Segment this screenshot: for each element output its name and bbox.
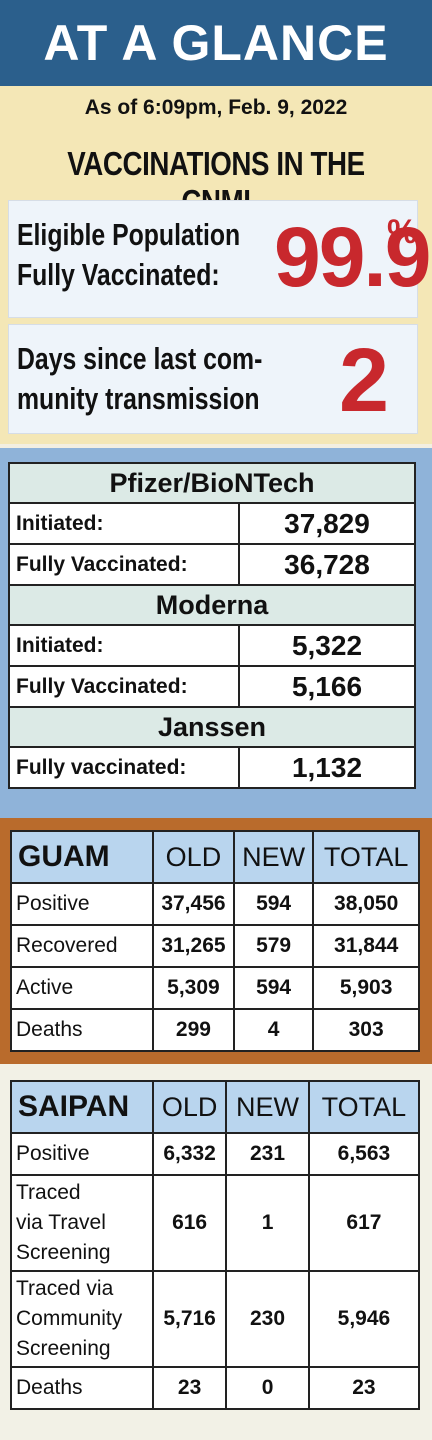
total-value: 23: [307, 1366, 421, 1410]
eligible-percent-value: 99.9: [274, 210, 431, 304]
row-label-line: Traced via: [16, 1277, 114, 1300]
days-label-line1: Days since last com-: [17, 341, 263, 376]
row-label-line: Screening: [16, 1241, 111, 1264]
row-value: 1,132: [238, 746, 416, 789]
vaccinations-title: VACCINATIONS IN THE CNMI: [67, 145, 365, 220]
column-header-total: TOTAL: [307, 1080, 421, 1134]
total-value: 6,563: [307, 1132, 421, 1176]
row-value: 5,322: [238, 624, 416, 667]
new-value: 579: [232, 924, 315, 968]
old-value: 23: [151, 1366, 228, 1410]
new-value: 0: [225, 1366, 310, 1410]
region-name: SAIPAN: [10, 1080, 154, 1134]
new-value: 231: [225, 1132, 310, 1176]
column-header-new: NEW: [232, 830, 315, 884]
table-row: Fully Vaccinated: 5,166: [8, 665, 416, 708]
manufacturer-name: Moderna: [8, 584, 416, 626]
eligible-fully-vaccinated-box: Eligible Population Fully Vaccinated: 99…: [8, 200, 431, 318]
page-header: AT A GLANCE: [0, 0, 432, 86]
row-label: Positive: [10, 882, 154, 926]
table-row: Initiated: 5,322: [8, 624, 416, 667]
days-value: 2: [339, 331, 390, 431]
table-header-row: SAIPAN OLD NEW TOTAL: [10, 1080, 421, 1134]
new-value: 4: [232, 1008, 315, 1052]
vaccine-table: Pfizer/BioNTech Initiated: 37,829 Fully …: [8, 462, 416, 789]
table-row: Fully vaccinated: 1,132: [8, 746, 416, 789]
manufacturer-name: Pfizer/BioNTech: [8, 462, 416, 504]
eligible-label-line1: Eligible Population: [17, 217, 241, 252]
row-label-line: Deaths: [16, 1376, 83, 1399]
row-label: Deaths: [10, 1008, 154, 1052]
new-value: 1: [225, 1174, 310, 1272]
manufacturer-name: Janssen: [8, 706, 416, 748]
row-label: Initiated:: [8, 624, 240, 667]
table-row: Deaths 23 0 23: [10, 1366, 421, 1410]
column-header-total: TOTAL: [312, 830, 420, 884]
old-value: 616: [151, 1174, 228, 1272]
row-label: Fully Vaccinated:: [8, 665, 240, 708]
table-row: Recovered 31,265 579 31,844: [10, 924, 420, 968]
row-label: Initiated:: [8, 502, 240, 545]
days-label-line2: munity transmission: [17, 381, 260, 416]
old-value: 299: [152, 1008, 235, 1052]
table-row: Fully Vaccinated: 36,728: [8, 543, 416, 586]
column-header-new: NEW: [225, 1080, 310, 1134]
manufacturer-row: Moderna: [8, 584, 416, 626]
total-value: 5,946: [307, 1270, 421, 1368]
row-value: 37,829: [238, 502, 416, 545]
total-value: 5,903: [312, 966, 420, 1010]
new-value: 594: [232, 882, 315, 926]
total-value: 38,050: [312, 882, 420, 926]
header-title: AT A GLANCE: [43, 15, 389, 71]
new-value: 230: [225, 1270, 310, 1368]
table-row: Deaths 299 4 303: [10, 1008, 420, 1052]
table-row: Active 5,309 594 5,903: [10, 966, 420, 1010]
table-row: Traced via Community Screening 5,716 230…: [10, 1270, 421, 1368]
row-label-line: Screening: [16, 1337, 111, 1360]
row-label-line: via Travel: [16, 1211, 106, 1234]
row-label-line: Community: [16, 1307, 123, 1330]
column-header-old: OLD: [151, 1080, 228, 1134]
percent-sign: %: [387, 213, 418, 251]
row-label: Active: [10, 966, 154, 1010]
row-value: 5,166: [238, 665, 416, 708]
manufacturer-row: Pfizer/BioNTech: [8, 462, 416, 504]
saipan-cases-table: SAIPAN OLD NEW TOTAL Positive 6,332 231 …: [10, 1080, 421, 1410]
old-value: 31,265: [152, 924, 235, 968]
row-value: 36,728: [238, 543, 416, 586]
row-label-line: Positive: [16, 1142, 90, 1165]
total-value: 617: [307, 1174, 421, 1272]
table-row: Traced via Travel Screening 616 1 617: [10, 1174, 421, 1272]
table-row: Positive 6,332 231 6,563: [10, 1132, 421, 1176]
manufacturer-row: Janssen: [8, 706, 416, 748]
eligible-label: Eligible Population Fully Vaccinated:: [17, 215, 240, 295]
table-row: Initiated: 37,829: [8, 502, 416, 545]
as-of-timestamp: As of 6:09pm, Feb. 9, 2022: [84, 96, 348, 119]
row-label: Fully vaccinated:: [8, 746, 240, 789]
row-label-line: Traced: [16, 1181, 81, 1204]
row-label: Traced via Travel Screening: [10, 1174, 154, 1272]
eligible-label-line2: Fully Vaccinated:: [17, 257, 220, 292]
new-value: 594: [232, 966, 315, 1010]
column-header-old: OLD: [152, 830, 235, 884]
region-name: GUAM: [10, 830, 154, 884]
days-since-transmission-box: Days since last com- munity transmission…: [8, 324, 418, 434]
table-header-row: GUAM OLD NEW TOTAL: [10, 830, 420, 884]
row-label: Recovered: [10, 924, 154, 968]
table-row: Positive 37,456 594 38,050: [10, 882, 420, 926]
old-value: 6,332: [151, 1132, 228, 1176]
row-label: Traced via Community Screening: [10, 1270, 154, 1368]
total-value: 303: [312, 1008, 420, 1052]
row-label: Positive: [10, 1132, 154, 1176]
total-value: 31,844: [312, 924, 420, 968]
guam-cases-table: GUAM OLD NEW TOTAL Positive 37,456 594 3…: [10, 830, 420, 1052]
old-value: 37,456: [152, 882, 235, 926]
row-label: Deaths: [10, 1366, 154, 1410]
old-value: 5,716: [151, 1270, 228, 1368]
days-label: Days since last com- munity transmission: [17, 339, 262, 419]
row-label: Fully Vaccinated:: [8, 543, 240, 586]
old-value: 5,309: [152, 966, 235, 1010]
